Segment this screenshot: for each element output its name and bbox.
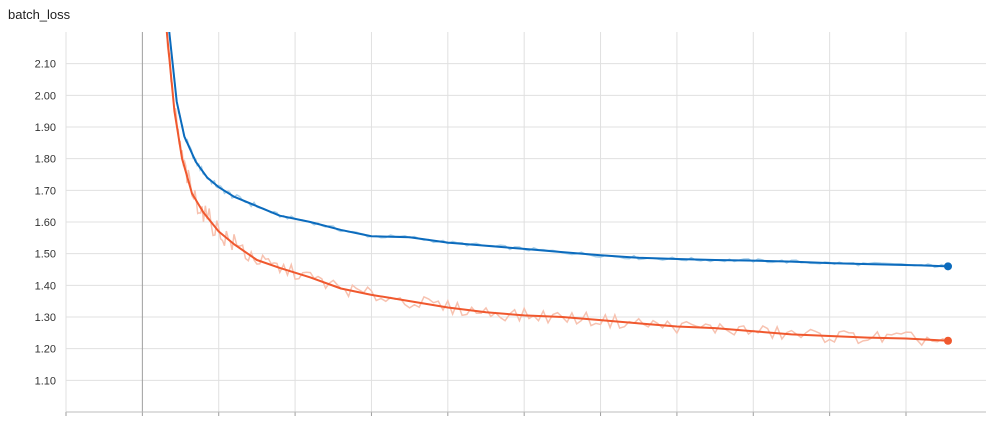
series-raw-line — [166, 32, 949, 347]
y-tick-label: 1.10 — [35, 375, 56, 387]
y-tick-label: 1.50 — [35, 249, 56, 261]
series-line — [168, 32, 949, 268]
axes: 1.10 1.20 1.30 1.40 1.50 1.60 1.70 1.80 1.90 2.00… — [35, 59, 986, 416]
chart-title: batch_loss — [8, 7, 71, 22]
series-raw-line — [168, 32, 949, 269]
y-tick-label: 1.20 — [35, 344, 56, 356]
y-tick-label: 1.30 — [35, 312, 56, 324]
y-tick-label: 1.40 — [35, 280, 56, 292]
grid — [65, 32, 986, 412]
series-group — [165, 32, 952, 347]
y-tick-label: 2.10 — [35, 59, 56, 71]
y-tick-label: 1.80 — [35, 154, 56, 166]
series-end-point — [944, 262, 952, 271]
series-end-point — [944, 336, 952, 345]
y-tick-label: 1.60 — [35, 217, 56, 229]
y-tick-label: 1.70 — [35, 185, 56, 197]
y-tick-label: 2.00 — [35, 90, 56, 102]
y-tick-label: 1.90 — [35, 122, 56, 134]
series-line — [165, 32, 949, 342]
